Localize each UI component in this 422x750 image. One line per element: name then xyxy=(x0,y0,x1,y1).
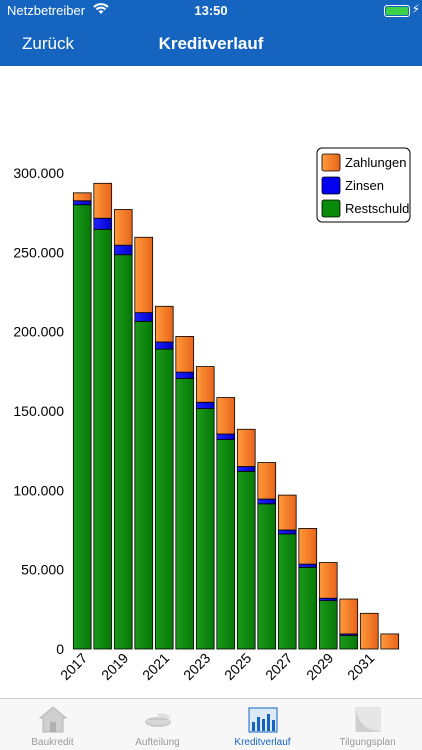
bar-segment xyxy=(175,378,195,650)
y-tick-label: 200.000 xyxy=(13,324,64,340)
x-tick-label: 2023 xyxy=(180,650,213,683)
bar-segment xyxy=(134,320,154,650)
house-icon xyxy=(38,706,68,733)
tab-baukredit[interactable]: Baukredit xyxy=(0,699,105,750)
bar-segment xyxy=(134,236,154,314)
y-tick-label: 50.000 xyxy=(21,562,64,578)
bar-segment xyxy=(257,462,277,500)
tab-kreditverlauf[interactable]: Kreditverlauf xyxy=(210,699,315,750)
battery-icon xyxy=(384,5,410,17)
pie-chart-icon xyxy=(145,713,171,727)
wifi-icon xyxy=(93,2,109,19)
bar-segment xyxy=(298,528,318,565)
bar-segment xyxy=(113,254,133,650)
bar-segment xyxy=(277,494,297,531)
bar-segment xyxy=(318,562,338,599)
back-button[interactable]: Zurück xyxy=(22,34,74,53)
curve-chart-icon xyxy=(355,707,381,732)
bar-segment xyxy=(359,612,379,650)
bar-segment xyxy=(257,498,277,505)
bar-segment xyxy=(298,566,318,650)
tab-label: Baukredit xyxy=(31,737,74,748)
bar-segment xyxy=(134,312,154,322)
bar-segment xyxy=(113,209,133,246)
bar-segment xyxy=(339,635,359,650)
x-tick-label: 2029 xyxy=(303,650,336,683)
bar-segment xyxy=(257,503,277,650)
tab-tilgungsplan[interactable]: Tilgungsplan xyxy=(315,699,420,750)
legend-swatch xyxy=(321,153,341,172)
x-tick-label: 2027 xyxy=(262,650,295,683)
bar-segment xyxy=(72,200,92,206)
tab-bar: Baukredit Aufteilung Kreditverlauf Tilgu… xyxy=(0,698,422,750)
bar-segment xyxy=(175,371,195,379)
bar-segment xyxy=(72,204,92,650)
bar-segment xyxy=(113,244,133,256)
bar-segment xyxy=(236,466,256,472)
bar-segment xyxy=(236,428,256,467)
carrier-label: Netzbetreiber xyxy=(7,3,86,18)
x-tick-label: 2021 xyxy=(139,650,172,683)
x-tick-label: 2019 xyxy=(98,650,131,683)
bar-segment xyxy=(216,439,236,650)
bar-segment xyxy=(216,433,236,440)
tab-label: Kreditverlauf xyxy=(234,737,291,748)
y-tick-label: 100.000 xyxy=(13,482,64,498)
bar-segment xyxy=(93,228,113,650)
legend-swatch xyxy=(321,176,341,195)
tab-aufteilung[interactable]: Aufteilung xyxy=(105,699,210,750)
charging-icon: ⚡ xyxy=(411,2,420,16)
bar-segment xyxy=(93,182,113,219)
bar-segment xyxy=(154,305,174,343)
legend-swatch xyxy=(321,199,341,218)
bar-segment xyxy=(195,401,215,410)
page-title: Kreditverlauf xyxy=(158,34,264,53)
clock: 13:50 xyxy=(194,3,228,18)
x-tick-label: 2031 xyxy=(344,650,377,683)
bar-segment xyxy=(72,192,92,202)
x-tick-label: 2025 xyxy=(221,650,254,683)
legend-label: Restschuld xyxy=(345,201,409,216)
bar-segment xyxy=(318,600,338,650)
bar-chart-icon xyxy=(248,707,278,733)
legend-label: Zahlungen xyxy=(345,155,406,170)
bar-segment xyxy=(195,366,215,403)
y-tick-label: 150.000 xyxy=(13,403,64,419)
y-tick-label: 250.000 xyxy=(13,244,64,260)
bar-segment xyxy=(175,336,195,373)
bar-segment xyxy=(195,408,215,650)
tab-label: Aufteilung xyxy=(135,737,180,748)
bar-segment xyxy=(154,341,174,350)
bar-segment xyxy=(339,598,359,635)
bar-segment xyxy=(277,529,297,535)
credit-chart: 0 50.000 100.000 150.000 200.000 250.000 300.0… xyxy=(13,147,411,683)
tab-label: Tilgungsplan xyxy=(339,737,396,748)
bar-segment xyxy=(154,348,174,650)
y-tick-label: 0 xyxy=(56,641,64,657)
bar-segment xyxy=(277,533,297,650)
y-tick-label: 300.000 xyxy=(13,165,64,181)
bar-segment xyxy=(380,633,400,650)
status-bar: Netzbetreiber 13:50 ⚡ xyxy=(0,0,422,22)
bar-segment xyxy=(216,397,236,435)
bar-segment xyxy=(236,470,256,650)
legend-label: Zinsen xyxy=(345,178,384,193)
bar-segment xyxy=(93,217,113,230)
bar-segment xyxy=(298,563,318,568)
nav-bar: Zurück Kreditverlauf xyxy=(0,22,422,66)
